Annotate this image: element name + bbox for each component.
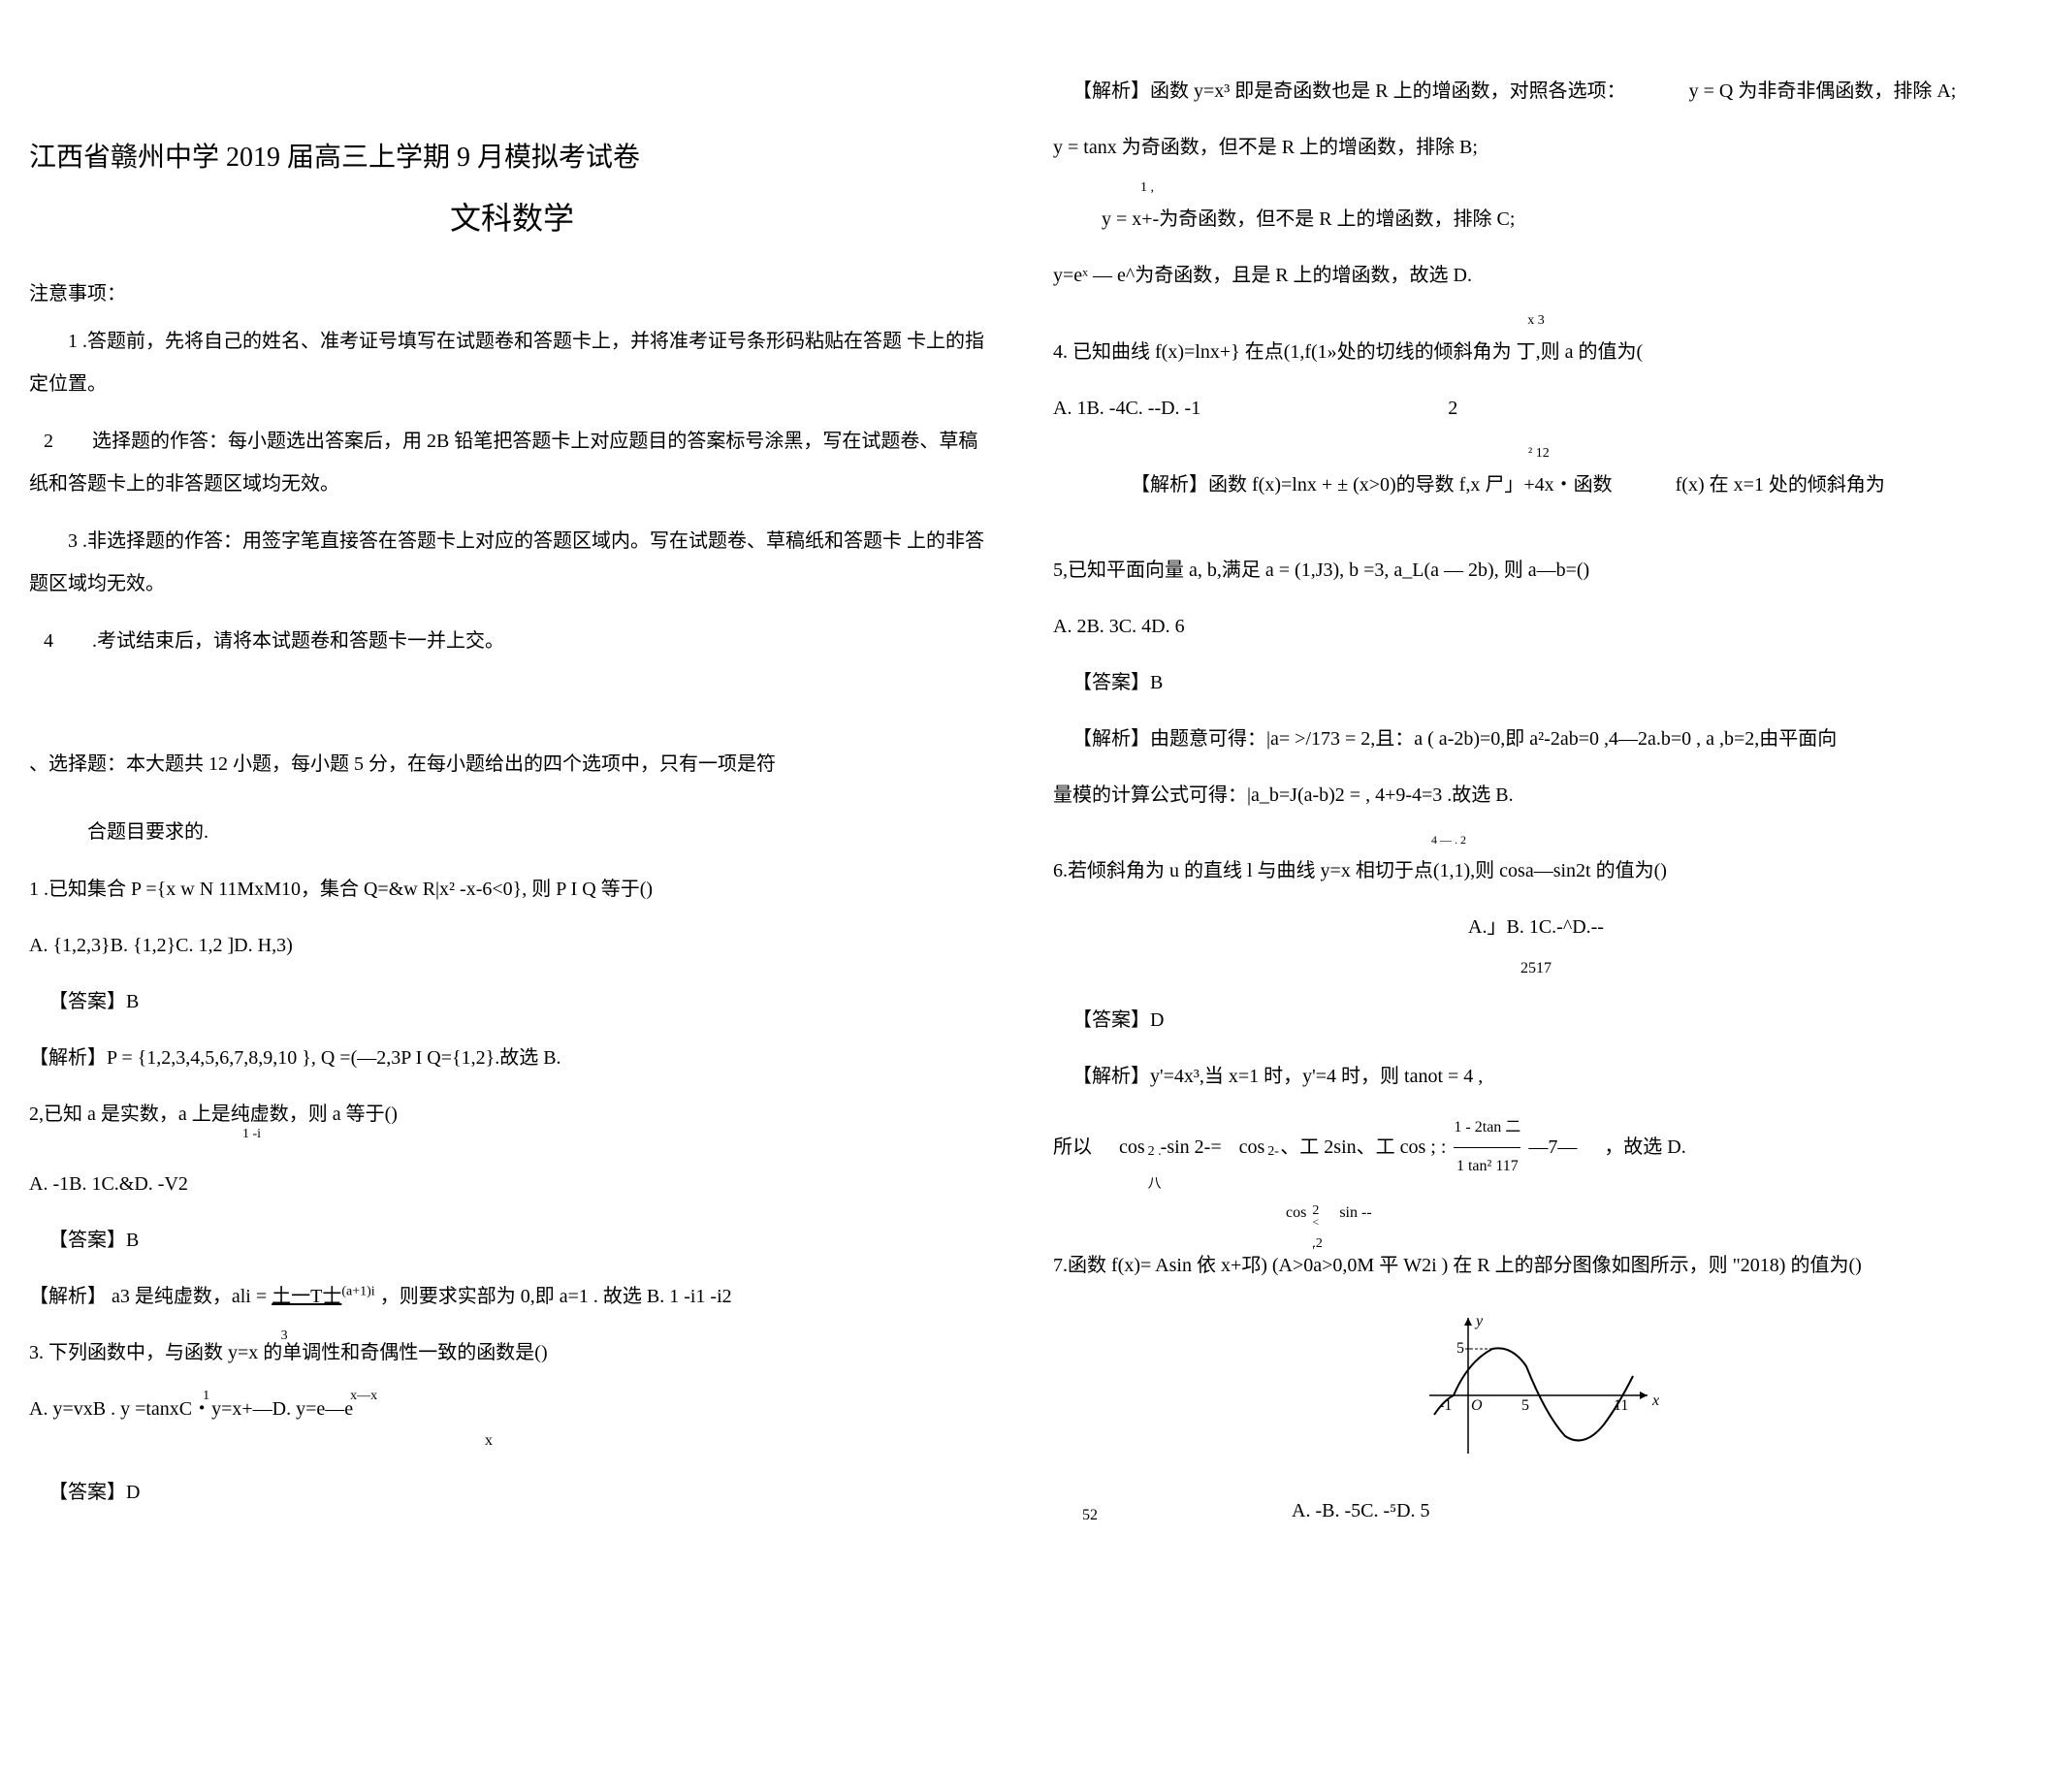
q2-underline: 土一T士 — [272, 1286, 341, 1307]
section-1-title-cont: 合题目要求的. — [29, 813, 995, 851]
question-7: 7.函数 f(x)= Asin 依 x+邛) (A>0a>0,0M 平 W2i … — [1053, 1242, 2019, 1289]
question-5: 5,已知平面向量 a, b,满足 a = (1,J3), b =3, a_L(a… — [1053, 547, 2019, 593]
question-2: 2,已知 a 是实数，a 上是纯虚数，则 a 等于() 1 -i — [29, 1091, 995, 1151]
q4-options-text: A. 1B. -4C. --D. -1 — [1053, 398, 1200, 419]
q3-text: 3. 下列函数中，与函数 y=x 的单调性和奇偶性一致的函数是() — [29, 1342, 548, 1363]
notice-4-text: .考试结束后，请将本试题卷和答题卡一并上交。 — [92, 630, 504, 652]
q6-frac-bot: 1 tan² 117 — [1454, 1148, 1520, 1185]
q6-a2-end: —7— — [1528, 1124, 1577, 1170]
question-6-answer: 【答案】D — [1053, 997, 2019, 1043]
document-subtitle: 文科数学 — [29, 194, 995, 239]
q7-chart: y x 5 -1 O 5 11 — [1053, 1308, 2019, 1468]
q4-sup: x 3 — [1053, 313, 2019, 329]
q3-options-text: A. y=vxB . y =tanxC・y=x+—D. y=e—e — [29, 1398, 353, 1420]
notice-item-4: 4 .考试结束后，请将本试题卷和答题卡一并上交。 — [29, 620, 995, 662]
question-5-options: A. 2B. 3C. 4D. 6 — [1053, 603, 2019, 650]
notice-item-3: 3 .非选择题的作答：用签字笔直接答在答题卡上对应的答题区域内。写在试题卷、草稿… — [29, 520, 995, 605]
q4-options-right: 2 — [1448, 398, 1457, 419]
sine-chart-svg: y x 5 -1 O 5 11 — [1410, 1308, 1662, 1463]
q3-analysis-1: 【解析】函数 y=x³ 即是奇函数也是 R 上的增函数，对照各选项： — [1053, 68, 1626, 114]
q6-a3-cos: cos — [1286, 1204, 1306, 1221]
question-5-answer: 【答案】B — [1053, 659, 2019, 706]
q6-a2-mid: -sin 2-= — [1161, 1124, 1222, 1170]
q6-a2-sup2: 2- — [1267, 1136, 1279, 1168]
q2-analysis-pre: 【解析】 a3 是纯虚数，ali = — [29, 1286, 267, 1307]
q3-analysis-line1: 【解析】函数 y=x³ 即是奇函数也是 R 上的增函数，对照各选项： y = Q… — [1053, 68, 2019, 114]
question-6-analysis-3: cos 2 .2 < ' sin -- — [1286, 1195, 2019, 1232]
q3-analysis-line4: y=eˣ — e^为奇函数，且是 R 上的增函数，故选 D. — [1053, 252, 2019, 299]
question-1-answer: 【答案】B — [29, 978, 995, 1025]
q6-sup: 4 — . 2 — [1431, 833, 2019, 848]
question-1: 1 .已知集合 P ={x w N 11MxM10，集合 Q=&w R|x² -… — [29, 866, 995, 912]
question-4: 4. 已知曲线 f(x)=lnx+} 在点(1,f(1»处的切线的倾斜角为 丁,… — [1053, 329, 2019, 375]
q6-a2-sup1: 2 .八 — [1148, 1136, 1162, 1200]
question-3-options: A. y=vxB . y =tanxC・y=x+—D. y=e—e 1 x—x … — [29, 1386, 995, 1459]
x-tick-o: O — [1471, 1397, 1483, 1414]
question-6: 6.若倾斜角为 u 的直线 l 与曲线 y=x 相切于点(1,1),则 cosa… — [1053, 848, 2019, 894]
right-column: 【解析】函数 y=x³ 即是奇函数也是 R 上的增函数，对照各选项： y = Q… — [1024, 39, 2048, 1753]
question-3: 3. 下列函数中，与函数 y=x 的单调性和奇偶性一致的函数是() 3 — [29, 1329, 995, 1376]
question-7-options: A. -B. -5C. -⁵D. 5 — [1292, 1488, 1430, 1534]
q2-analysis-post: ，则要求实部为 0,即 a=1 . 故选 B. 1 -i1 -i2 — [380, 1286, 732, 1307]
x-axis-arrow — [1640, 1392, 1648, 1399]
q6-a2-mid2: 、工 2sin、工 cos ; : — [1280, 1124, 1446, 1170]
q6-a2-fraction: 1 - 2tan 二 1 tan² 117 — [1454, 1109, 1520, 1185]
q3-sup3: x—x — [350, 1389, 377, 1403]
q6-a3-lt: < ' — [1312, 1208, 1319, 1264]
q4-analysis-text: 【解析】函数 f(x)=lnx + ± (x>0)的导数 f,x 尸」+4x・函… — [1131, 474, 1613, 496]
q6-a2-pre: 所以 — [1053, 1124, 1092, 1170]
document-title: 江西省赣州中学 2019 届高三上学期 9 月模拟考试卷 — [29, 136, 995, 175]
q3-sub: x — [485, 1423, 995, 1459]
question-6-options: A.」B. 1C.-^D.-- 2517 — [1053, 904, 2019, 987]
sine-curve — [1434, 1348, 1633, 1440]
q6-options-text: A.」B. 1C.-^D.-- — [1468, 916, 1604, 938]
q1-analysis-text: 【解析】P = {1,2,3,4,5,6,7,8,9,10 }, Q =(—2,… — [29, 1047, 561, 1069]
question-1-analysis: 【解析】P = {1,2,3,4,5,6,7,8,9,10 }, Q =(—2,… — [29, 1035, 995, 1081]
question-2-analysis: 【解析】 a3 是纯虚数，ali = 土一T士(a+1)i ，则要求实部为 0,… — [29, 1273, 995, 1320]
q6-a3-mid: sin -- — [1339, 1204, 1371, 1221]
notice-2-text: 选择题的作答：每小题选出答案后，用 2B 铅笔把答题卡上对应题目的答案标号涂黑，… — [29, 431, 977, 495]
q3-analysis-line3: y = x+-为奇函数，但不是 R 上的增函数，排除 C; — [1102, 196, 2019, 242]
y-label: y — [1474, 1313, 1484, 1329]
q3-analysis-1-right: y = Q 为非奇非偶函数，排除 A; — [1689, 80, 1957, 102]
question-3-answer: 【答案】D — [29, 1469, 995, 1516]
x-tick-5: 5 — [1521, 1397, 1529, 1414]
notice-item-1: 1 .答题前，先将自己的姓名、准考证号填写在试题卷和答题卡上，并将准考证号条形码… — [29, 320, 995, 405]
notice-2-number: 2 — [29, 420, 68, 463]
question-5-analysis-2: 量模的计算公式可得：|a_b=J(a-b)2 = , 4+9-4=3 .故选 B… — [1053, 772, 2019, 818]
q6-a2-final: ，故选 D. — [1604, 1124, 1685, 1170]
y-axis-arrow — [1464, 1318, 1472, 1326]
question-2-options: A. -1B. 1C.&D. -V2 — [29, 1161, 995, 1207]
left-column: 江西省赣州中学 2019 届高三上学期 9 月模拟考试卷 文科数学 注意事项： … — [0, 39, 1024, 1753]
question-1-options: A. {1,2,3}B. {1,2}C. 1,2 ]D. H,3) — [29, 922, 995, 969]
q6-a2-cos2: cos — [1239, 1124, 1265, 1170]
q2-underline-sup: (a+1)i — [341, 1284, 374, 1298]
q3-analysis-3-top: 1 , — [1140, 180, 2019, 196]
question-6-analysis-2: 所以 cos 2 .八 -sin 2-= cos 2- 、工 2sin、工 co… — [1053, 1109, 2019, 1185]
question-4-options: A. 1B. -4C. --D. -1 2 — [1053, 385, 2019, 432]
y-max-label: 5 — [1456, 1340, 1464, 1357]
question-2-answer: 【答案】B — [29, 1217, 995, 1264]
q3-sup2: 1 — [203, 1389, 209, 1403]
notice-4-number: 4 — [29, 620, 68, 662]
section-1-title: 、选择题：本大题共 12 小题，每小题 5 分，在每小题给出的四个选项中，只有一… — [29, 745, 995, 784]
q2-text: 2,已知 a 是实数，a 上是纯虚数，则 a 等于() — [29, 1104, 398, 1125]
question-5-analysis-1: 【解析】由题意可得：|a= >/173 = 2,且：a ( a-2b)=0,即 … — [1053, 716, 2019, 762]
q4-analysis-right: f(x) 在 x=1 处的倾斜角为 — [1676, 474, 1885, 496]
q6-frac-top: 1 - 2tan 二 — [1454, 1109, 1520, 1147]
q3-sup: 3 — [281, 1328, 288, 1343]
x-label: x — [1651, 1392, 1659, 1409]
q6-options-2: 2517 — [1053, 950, 2019, 987]
question-6-analysis-1: 【解析】y'=4x³,当 x=1 时，y'=4 时，则 tanot = 4 , — [1053, 1053, 2019, 1100]
notice-heading: 注意事项： — [29, 277, 995, 305]
q6-a2-cos: cos — [1119, 1124, 1145, 1170]
question-4-analysis: 【解析】函数 f(x)=lnx + ± (x>0)的导数 f,x 尸」+4x・函… — [1053, 462, 2019, 508]
q3-analysis-line2: y = tanx 为奇函数，但不是 R 上的增函数，排除 B; — [1053, 124, 2019, 171]
q4-analysis-sup: ² 12 — [1528, 446, 2019, 462]
notice-item-2: 2 选择题的作答：每小题选出答案后，用 2B 铅笔把答题卡上对应题目的答案标号涂… — [29, 420, 995, 505]
q7-frac-label: 52 — [1082, 1507, 1098, 1544]
